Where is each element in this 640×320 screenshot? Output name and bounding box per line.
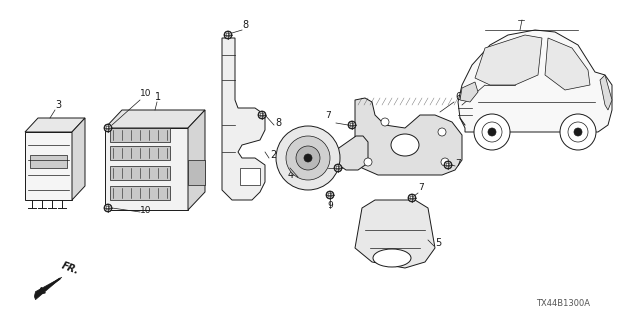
Circle shape <box>438 128 446 136</box>
Polygon shape <box>222 38 265 200</box>
Polygon shape <box>72 118 85 200</box>
Circle shape <box>474 114 510 150</box>
Circle shape <box>286 136 330 180</box>
Circle shape <box>104 124 112 132</box>
Circle shape <box>364 158 372 166</box>
Ellipse shape <box>391 134 419 156</box>
Circle shape <box>328 193 332 197</box>
Circle shape <box>334 164 342 172</box>
Polygon shape <box>35 277 62 300</box>
Circle shape <box>326 191 334 199</box>
Polygon shape <box>110 146 170 160</box>
Polygon shape <box>25 118 85 132</box>
Circle shape <box>408 194 416 202</box>
Polygon shape <box>110 128 170 142</box>
Polygon shape <box>460 82 478 102</box>
Polygon shape <box>458 30 612 132</box>
Circle shape <box>304 154 312 162</box>
Circle shape <box>410 196 414 200</box>
Circle shape <box>224 31 232 39</box>
Polygon shape <box>188 110 205 210</box>
Polygon shape <box>600 75 612 110</box>
Circle shape <box>408 195 415 202</box>
Text: 10: 10 <box>140 206 152 215</box>
Polygon shape <box>25 132 72 200</box>
Text: 10: 10 <box>140 89 152 98</box>
Circle shape <box>259 111 266 118</box>
Circle shape <box>560 114 596 150</box>
Polygon shape <box>355 200 435 268</box>
Circle shape <box>225 31 232 38</box>
Circle shape <box>350 123 354 127</box>
Text: 1: 1 <box>155 92 161 102</box>
Circle shape <box>336 166 340 170</box>
Circle shape <box>276 126 340 190</box>
Circle shape <box>446 163 450 167</box>
Circle shape <box>441 158 449 166</box>
Circle shape <box>104 204 111 212</box>
Text: 7: 7 <box>418 183 424 192</box>
Polygon shape <box>355 98 462 175</box>
Text: TX44B1300A: TX44B1300A <box>536 299 590 308</box>
Polygon shape <box>240 168 260 185</box>
Circle shape <box>349 122 355 129</box>
Circle shape <box>106 126 110 130</box>
Text: FR.: FR. <box>60 260 81 276</box>
Polygon shape <box>105 128 188 210</box>
Polygon shape <box>545 38 590 90</box>
Circle shape <box>104 204 112 212</box>
Circle shape <box>296 146 320 170</box>
Circle shape <box>104 124 111 132</box>
Circle shape <box>335 164 342 172</box>
Text: 7: 7 <box>325 111 331 120</box>
Text: 3: 3 <box>55 100 61 110</box>
Polygon shape <box>30 155 67 168</box>
Text: 5: 5 <box>435 238 441 248</box>
Circle shape <box>106 206 110 210</box>
Polygon shape <box>105 110 205 128</box>
Polygon shape <box>110 186 170 200</box>
Circle shape <box>258 111 266 119</box>
Polygon shape <box>475 35 542 85</box>
Text: 4: 4 <box>288 170 294 180</box>
Polygon shape <box>110 166 170 180</box>
Circle shape <box>574 128 582 136</box>
Circle shape <box>488 128 496 136</box>
Text: 8: 8 <box>242 20 248 30</box>
Circle shape <box>326 191 333 198</box>
Text: 7: 7 <box>455 159 461 168</box>
Text: 8: 8 <box>275 118 281 128</box>
Circle shape <box>444 161 452 169</box>
Ellipse shape <box>373 249 411 267</box>
Text: 2: 2 <box>270 150 276 160</box>
Circle shape <box>226 33 230 37</box>
Circle shape <box>260 113 264 117</box>
Text: 9: 9 <box>327 201 333 210</box>
Polygon shape <box>336 136 368 170</box>
Circle shape <box>348 121 356 129</box>
Text: 6: 6 <box>455 92 461 102</box>
Circle shape <box>445 162 451 169</box>
Polygon shape <box>188 160 205 185</box>
Circle shape <box>381 118 389 126</box>
Text: 7: 7 <box>318 161 324 170</box>
